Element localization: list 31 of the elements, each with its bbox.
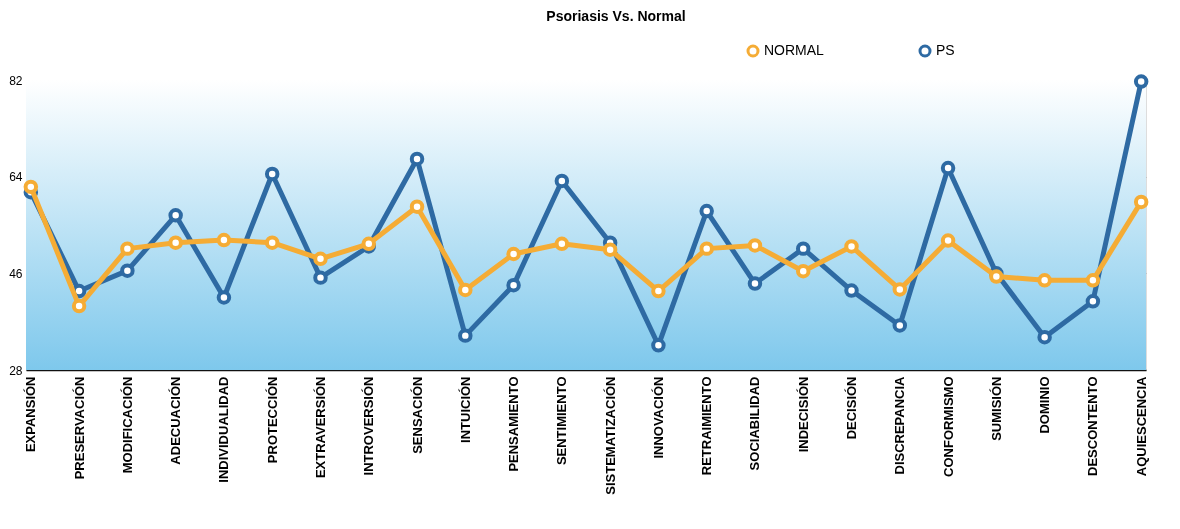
x-tick-label: SOCIABILIDAD: [747, 376, 763, 471]
legend-label: PS: [936, 42, 955, 58]
y-tick-label: 64: [9, 170, 23, 185]
x-tick-label: DECISIÓN: [844, 376, 860, 440]
x-tick-label: DISCREPANCIA: [892, 375, 908, 475]
x-tick-label: MODIFICACIÓN: [119, 376, 135, 474]
y-tick-label: 28: [9, 363, 23, 378]
x-tick-label: PENSAMIENTO: [506, 376, 522, 472]
x-tick-label: SENSACIÓN: [409, 376, 425, 454]
x-tick-label: DESCONTENTO: [1085, 376, 1101, 476]
y-tick-label: 46: [9, 266, 23, 281]
x-tick-label: SENTIMIENTO: [554, 376, 570, 466]
x-tick-label: INDECISIÓN: [795, 376, 811, 453]
chart-title: Psoriasis Vs. Normal: [546, 8, 686, 24]
x-tick-label: RETRAIMIENTO: [699, 376, 715, 476]
x-tick-label: EXPANSIÓN: [23, 376, 39, 453]
y-tick-label: 82: [9, 73, 23, 88]
x-tick-label: INNOVACIÓN: [650, 376, 666, 459]
x-tick-label: PRESERVACIÓN: [71, 376, 87, 480]
x-tick-label: CONFORMISMO: [940, 376, 956, 477]
x-tick-label: DOMINIO: [1037, 376, 1053, 434]
x-tick-label: SISTEMATIZACIÓN: [602, 376, 618, 495]
x-tick-label: INTROVERSIÓN: [361, 376, 377, 476]
x-tick-label: ADECUACIÓN: [168, 376, 184, 465]
x-tick-label: INDIVIDUALIDAD: [216, 376, 232, 483]
x-tick-label: PROTECCIÓN: [264, 376, 280, 464]
x-tick-label: AQUIESCENCIA: [1133, 375, 1149, 477]
x-tick-label: INTUICIÓN: [457, 376, 473, 443]
x-tick-label: SUMISIÓN: [988, 376, 1004, 441]
legend-label: NORMAL: [764, 42, 825, 58]
x-tick-label: EXTRAVERSIÓN: [312, 376, 328, 479]
